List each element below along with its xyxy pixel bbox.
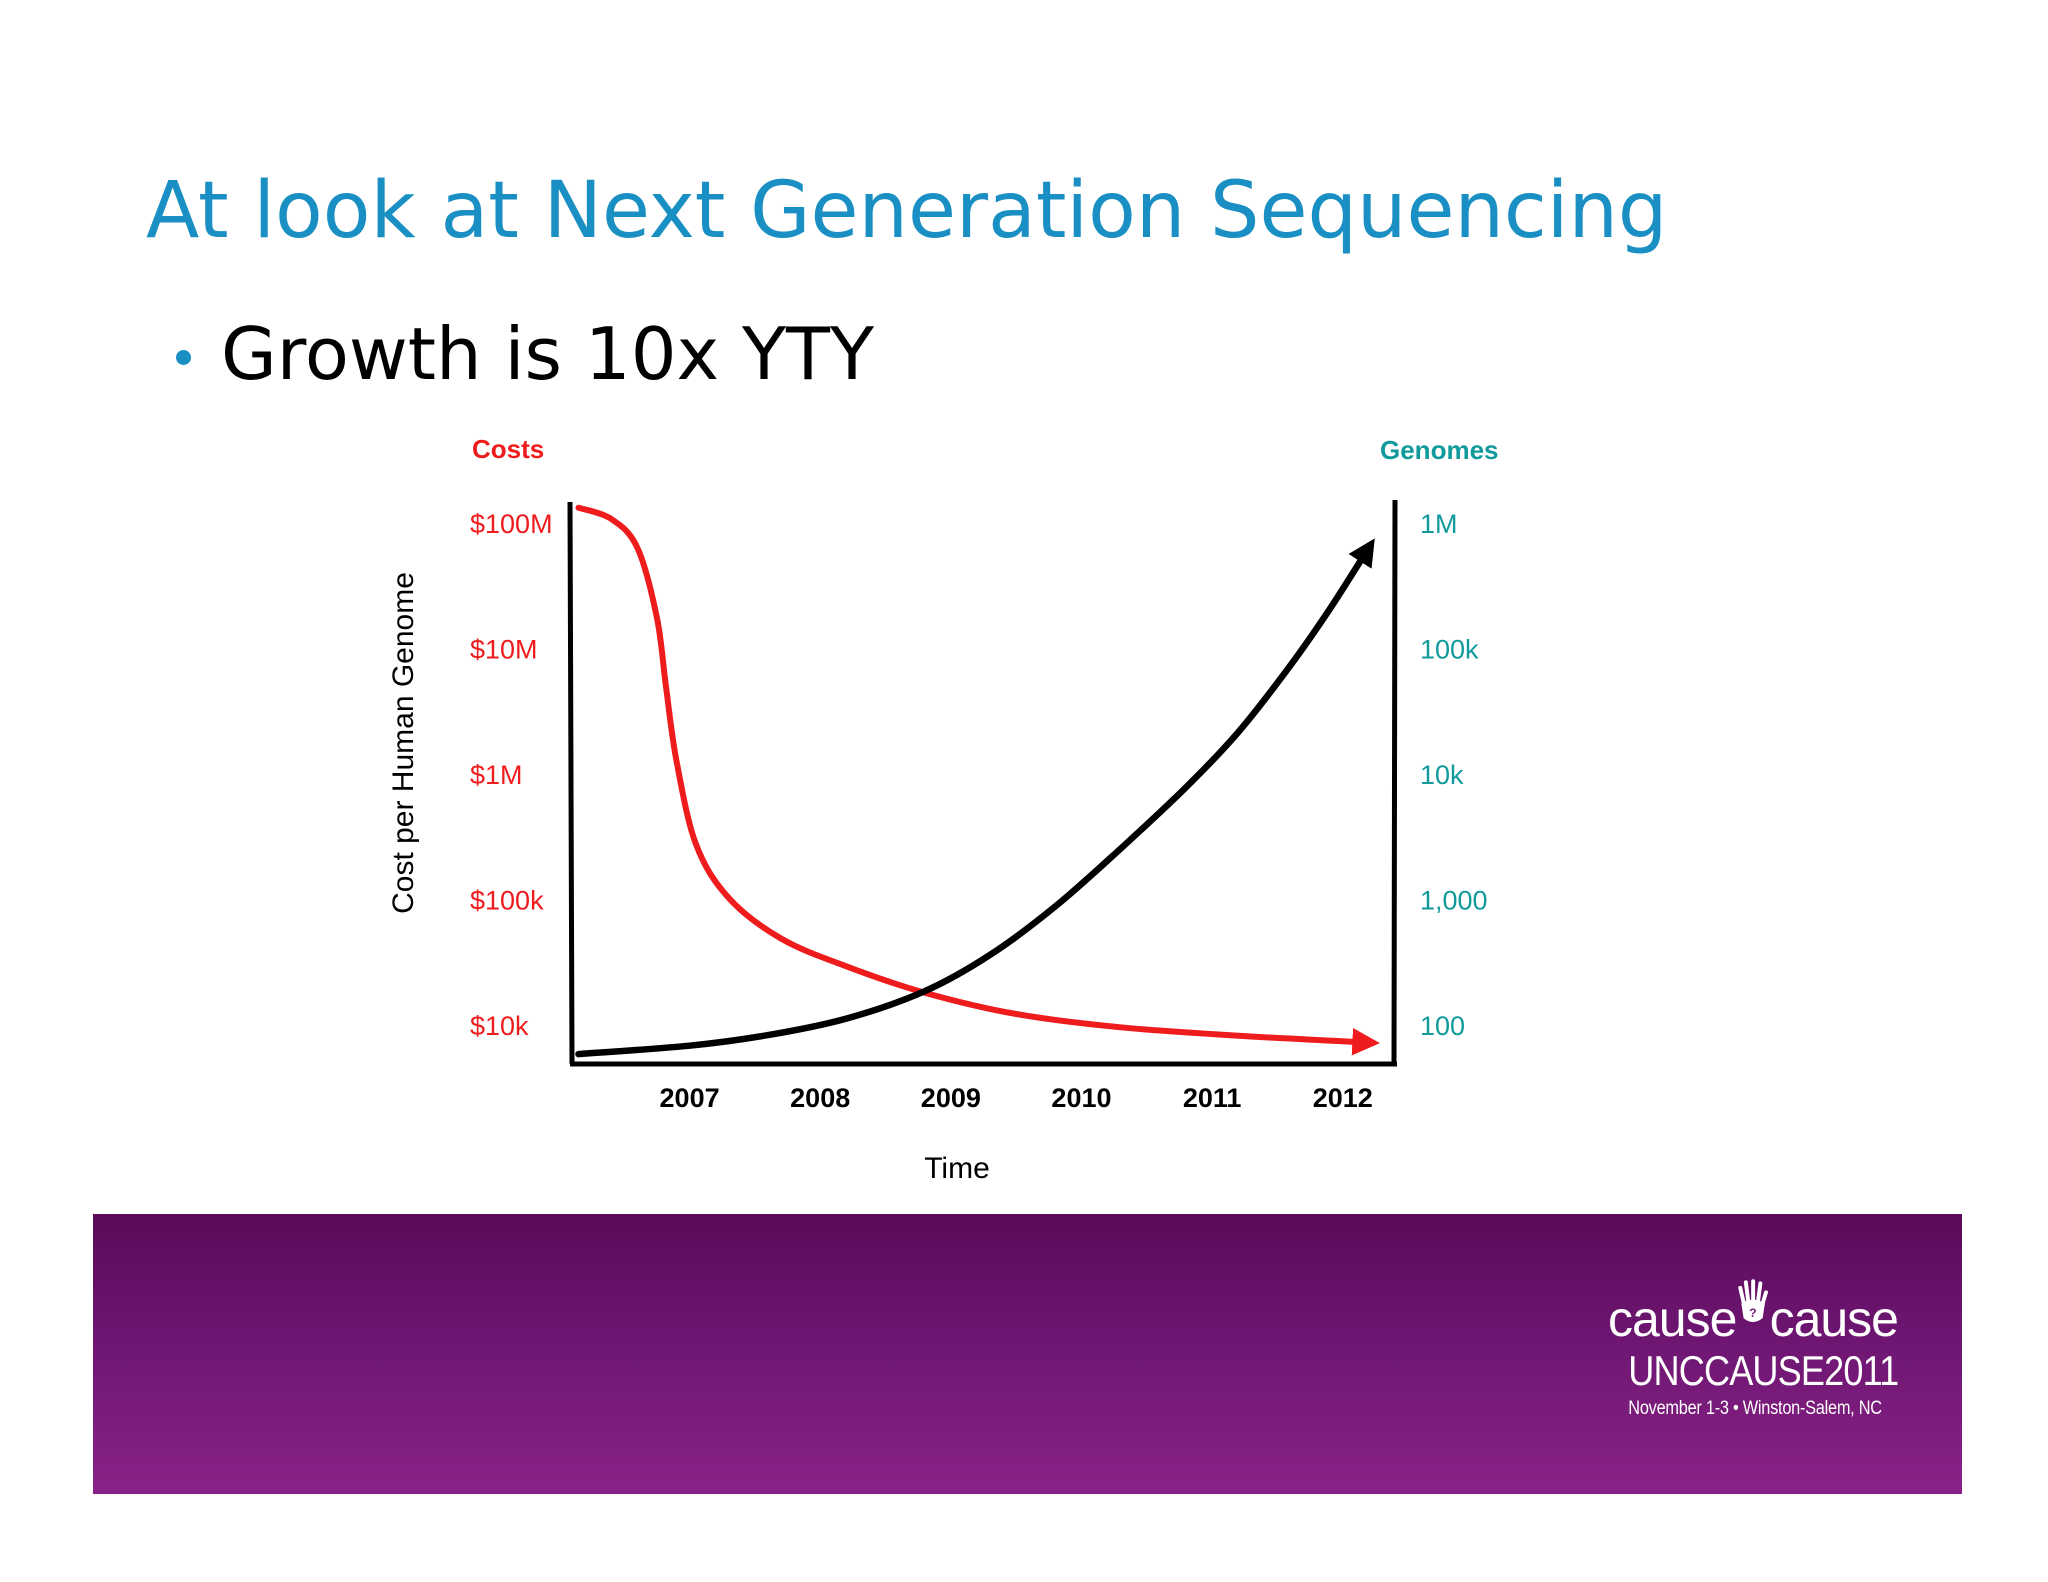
conference-logo: cause ? cause UNCCAUSE2011 November 1-3 …: [1608, 1262, 1899, 1442]
left-axis-line: [567, 501, 575, 1065]
left-tick-label: $100k: [470, 886, 544, 916]
slide-title: At look at Next Generation Sequencing: [146, 166, 1668, 256]
right-tick-label: 100: [1420, 1011, 1465, 1041]
right-tick-label: 1M: [1420, 509, 1458, 539]
left-tick-label: $100M: [470, 509, 553, 539]
right-tick-label: 1,000: [1420, 886, 1488, 916]
hand-icon: ?: [1738, 1279, 1768, 1323]
left-tick-label: $1M: [470, 760, 523, 790]
x-tick-label: 2009: [921, 1083, 981, 1113]
cost-series-line: [575, 504, 1380, 1056]
footer-band: cause ? cause UNCCAUSE2011 November 1-3 …: [93, 1214, 1962, 1494]
logo-event: UNCCAUSE2011: [1628, 1347, 1899, 1394]
right-tick-label: 100k: [1420, 635, 1479, 665]
bullet-item: Growth is 10x YTY: [176, 318, 874, 390]
left-axis-header: Costs: [472, 434, 544, 464]
x-axis-title: Time: [924, 1152, 990, 1185]
logo-word-right: cause: [1769, 1291, 1899, 1347]
right-tick-label: 10k: [1420, 760, 1464, 790]
x-tick-label: 2012: [1313, 1083, 1373, 1113]
left-tick-label: $10M: [470, 635, 538, 665]
bullet-text: Growth is 10x YTY: [221, 312, 874, 396]
genomes-series-line: [575, 538, 1375, 1058]
x-tick-label: 2008: [790, 1083, 850, 1113]
left-tick-label: $10k: [470, 1011, 529, 1041]
x-tick-label: 2011: [1183, 1083, 1242, 1113]
sequencing-chart: Costs Genomes Cost per Human Genome Time…: [387, 434, 1499, 1185]
x-tick-label: 2010: [1051, 1083, 1111, 1113]
logo-date: November 1-3 • Winston-Salem, NC: [1628, 1398, 1882, 1420]
left-axis-title: Cost per Human Genome: [387, 572, 420, 914]
x-tick-label: 2007: [660, 1083, 720, 1113]
svg-text:?: ?: [1750, 1306, 1757, 1320]
bullet-dot-icon: [176, 349, 191, 365]
right-axis-header: Genomes: [1380, 435, 1499, 465]
logo-word-left: cause: [1608, 1291, 1737, 1347]
right-axis-line: [1391, 499, 1398, 1067]
